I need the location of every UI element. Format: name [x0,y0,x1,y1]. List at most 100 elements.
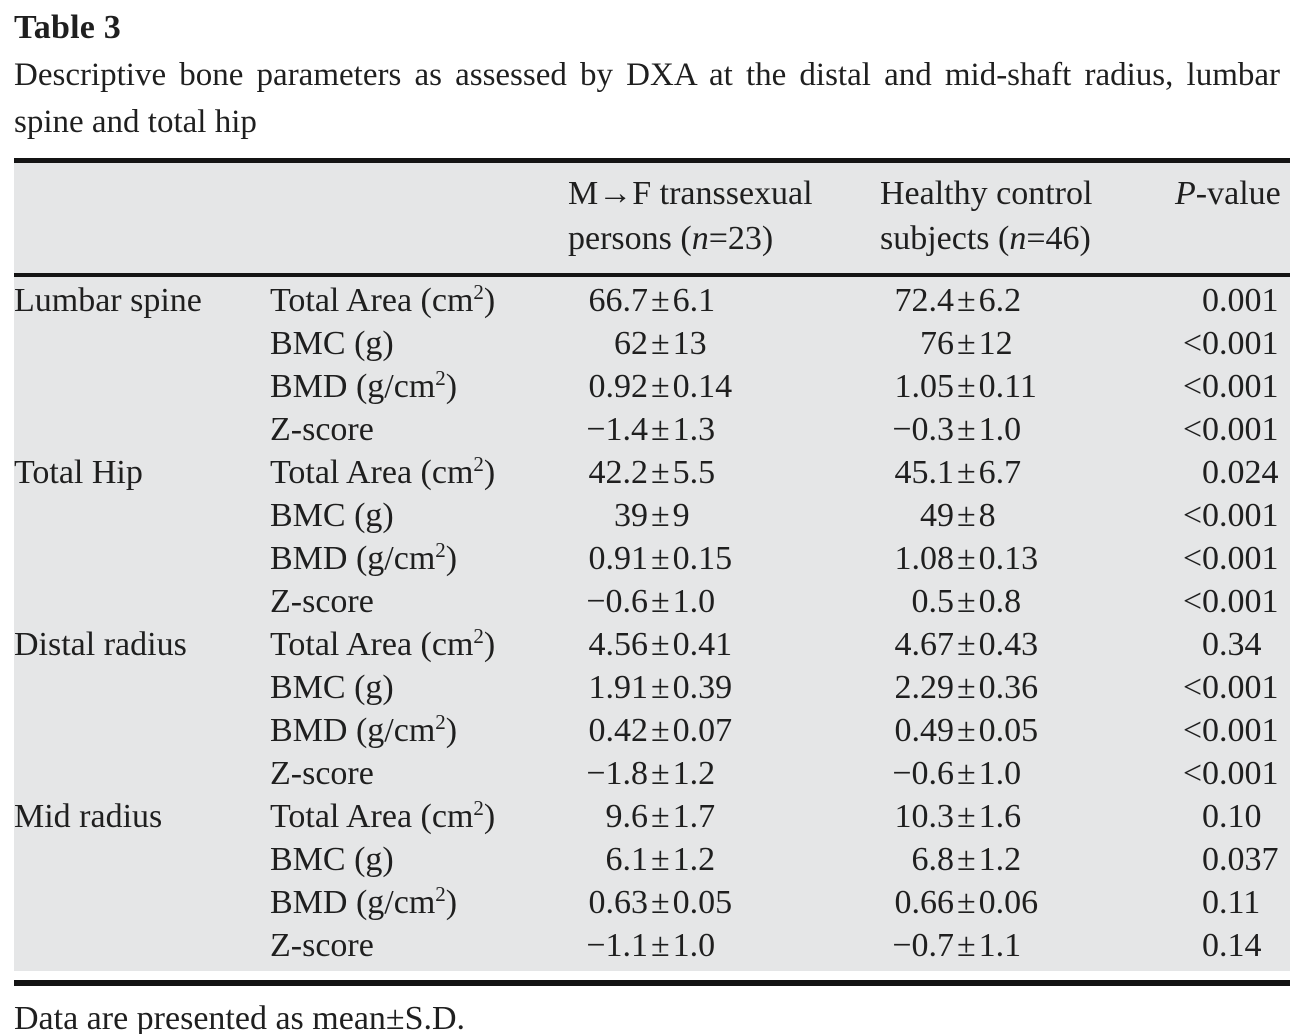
control-value-cell: 49 ±8 [880,494,1175,537]
transsexual-value: −0.6 ±1.0 [568,580,880,623]
pvalue-cell: 0. 34 [1175,623,1290,666]
parameter-text: Total Area (cm [270,798,474,835]
sd-value: 12 [978,325,1013,362]
header-group1-line2-post: =23) [708,220,774,257]
plus-minus-sign: ± [957,884,976,921]
sd-value: 0.15 [672,540,733,577]
mean-value: 45.1 [894,454,955,491]
header-group2-line2: subjects (n=46) [880,216,1175,261]
pvalue-integer-part: <0 [1182,411,1219,448]
control-value: 0.66 ±0.06 [880,881,1175,924]
plus-minus-sign: ± [957,411,976,448]
mean-value: 0.66 [894,884,955,921]
pvalue-fraction-part: 001 [1227,540,1279,577]
parameter-text: BMC (g) [270,669,394,706]
sd-value: 1.0 [672,583,716,620]
sd-value: 1.0 [978,755,1022,792]
parameter-label: Total Area (cm2) [270,623,568,666]
plus-minus-sign: ± [651,884,670,921]
sd-value: 0.14 [672,368,733,405]
pvalue-cell: 0. 10 [1175,795,1290,838]
pvalue-decimal-point: . [1219,755,1228,792]
pvalue-fraction-part: 11 [1227,884,1261,921]
pvalue-integer-part: 0 [1202,282,1219,319]
plus-minus-sign: ± [957,626,976,663]
plus-minus-sign: ± [957,583,976,620]
pvalue-fraction-part: 001 [1227,282,1279,319]
transsexual-value-cell: 42.2 ±5.5 [568,451,880,494]
table-row: Mid radius Total Area (cm2) 9.6 ±1.7 10.3… [14,795,1290,838]
mean-value: 0.5 [911,583,955,620]
site-label: Total Hip [14,454,143,491]
pvalue-integer-part: <0 [1182,712,1219,749]
table-row: Z-score −1.4 ±1.3 −0.3 ±1.0 <0. 001 [14,408,1290,451]
parameter-label: Total Area (cm2) [270,451,568,494]
table-row: Distal radius Total Area (cm2) 4.56 ±0.41… [14,623,1290,666]
transsexual-value: 4.56 ±0.41 [568,623,880,666]
parameter-text-end: ) [483,454,496,491]
control-value: 49 ±8 [880,494,1175,537]
sd-value: 0.06 [978,884,1039,921]
parameter-label: BMD (g/cm2) [270,709,568,752]
control-value: 1.08 ±0.13 [880,537,1175,580]
parameter-label: Total Area (cm2) [270,279,568,322]
plus-minus-sign: ± [957,368,976,405]
control-value: 0.5 ±0.8 [880,580,1175,623]
table-row: Lumbar spine Total Area (cm2) 66.7 ±6.1 7… [14,279,1290,322]
pvalue-decimal-point: . [1219,626,1228,663]
site-label: Lumbar spine [14,282,202,319]
pvalue-decimal-point: . [1219,798,1228,835]
control-value: −0.3 ±1.0 [880,408,1175,451]
control-value-cell: 0.5 ±0.8 [880,580,1175,623]
mean-value: 62 [614,325,648,362]
pvalue-decimal-point: . [1219,841,1228,878]
pvalue-fraction-part: 001 [1227,669,1279,706]
table-title: Table 3 [14,9,121,46]
control-value-cell: 10.3 ±1.6 [880,795,1175,838]
parameter-text: Total Area (cm [270,282,474,319]
control-value: 10.3 ±1.6 [880,795,1175,838]
plus-minus-sign: ± [651,454,670,491]
pvalue-decimal-point: . [1219,497,1228,534]
parameter-label: Z-score [270,580,568,623]
parameter-label: Total Area (cm2) [270,795,568,838]
mean-value: −1.8 [586,755,648,792]
pvalue-cell: 0. 001 [1175,279,1290,322]
sd-value: 1.0 [672,927,716,964]
header-group2-line2-post: =46) [1026,220,1091,257]
pvalue-cell: <0. 001 [1175,408,1290,451]
transsexual-value-cell: 39 ±9 [568,494,880,537]
plus-minus-sign: ± [651,841,670,878]
pvalue-integer-part: 0 [1202,841,1219,878]
header-group1-line2-pre: persons ( [568,220,692,257]
pvalue-fraction-part: 001 [1227,712,1279,749]
control-value: 4.67 ±0.43 [880,623,1175,666]
control-value-cell: 0.66 ±0.06 [880,881,1175,924]
pvalue-cell: <0. 001 [1175,365,1290,408]
parameter-text: BMC (g) [270,841,394,878]
site-label [14,537,270,580]
sd-value: 1.2 [672,755,716,792]
pvalue-fraction-part: 037 [1227,841,1279,878]
site-label [14,709,270,752]
control-value-cell: 6.8 ±1.2 [880,838,1175,881]
pvalue-fraction-part: 34 [1227,626,1262,663]
pvalue-integer-part: 0 [1202,454,1219,491]
table-row: Z-score −1.1 ±1.0 −0.7 ±1.1 0. 14 [14,924,1290,967]
control-value-cell: −0.6 ±1.0 [880,752,1175,795]
parameter-text: Z-score [270,927,374,964]
transsexual-value-cell: 0.63 ±0.05 [568,881,880,924]
sd-value: 0.13 [978,540,1039,577]
mean-value: 39 [614,497,648,534]
site-label [14,322,270,365]
plus-minus-sign: ± [957,798,976,835]
header-group1-n: n [691,220,709,257]
sd-value: 0.05 [672,884,733,921]
plus-minus-sign: ± [957,669,976,706]
header-pvalue-italic-p: P [1175,175,1196,212]
parameter-label: BMC (g) [270,666,568,709]
table-body: Lumbar spine Total Area (cm2) 66.7 ±6.1 7… [14,277,1290,971]
pvalue-integer-part: 0 [1202,626,1219,663]
sd-value: 6.7 [978,454,1022,491]
sd-value: 0.41 [672,626,733,663]
